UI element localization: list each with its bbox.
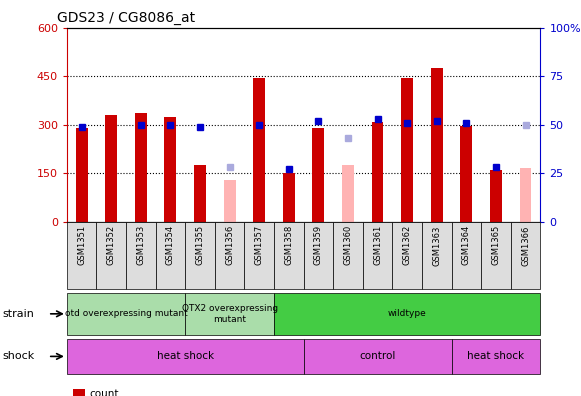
Text: GSM1361: GSM1361 — [373, 225, 382, 265]
Bar — [303, 339, 451, 374]
Text: GSM1358: GSM1358 — [284, 225, 293, 265]
Bar — [274, 222, 304, 289]
Bar — [392, 222, 422, 289]
Text: GDS23 / CG8086_at: GDS23 / CG8086_at — [58, 11, 195, 25]
Text: GSM1366: GSM1366 — [521, 225, 530, 265]
Bar — [303, 222, 333, 289]
Text: GSM1365: GSM1365 — [492, 225, 500, 265]
Text: GSM1354: GSM1354 — [166, 225, 175, 265]
Text: heat shock: heat shock — [157, 351, 214, 362]
Bar — [105, 115, 117, 222]
Bar — [96, 222, 126, 289]
Text: GSM1353: GSM1353 — [137, 225, 145, 265]
Text: GSM1355: GSM1355 — [195, 225, 205, 265]
Text: GSM1362: GSM1362 — [403, 225, 412, 265]
Bar — [422, 222, 451, 289]
Bar — [342, 165, 354, 222]
Bar — [185, 293, 274, 335]
Bar — [511, 222, 540, 289]
Text: GSM1364: GSM1364 — [462, 225, 471, 265]
Text: strain: strain — [3, 309, 35, 319]
Bar — [215, 222, 245, 289]
Bar — [451, 222, 481, 289]
Text: otd overexpressing mutant: otd overexpressing mutant — [64, 309, 188, 318]
Bar — [126, 222, 156, 289]
Bar — [194, 165, 206, 222]
Text: control: control — [360, 351, 396, 362]
Text: GSM1360: GSM1360 — [343, 225, 353, 265]
Bar — [67, 339, 303, 374]
Bar — [363, 222, 392, 289]
Text: OTX2 overexpressing
mutant: OTX2 overexpressing mutant — [181, 304, 278, 324]
Bar — [372, 122, 383, 222]
Bar — [274, 293, 540, 335]
Bar — [313, 128, 324, 222]
Text: GSM1352: GSM1352 — [107, 225, 116, 265]
Bar — [519, 168, 532, 222]
Bar — [185, 222, 215, 289]
Text: GSM1356: GSM1356 — [225, 225, 234, 265]
Text: GSM1351: GSM1351 — [77, 225, 86, 265]
Bar — [451, 339, 540, 374]
Bar — [164, 117, 176, 222]
Text: GSM1357: GSM1357 — [254, 225, 264, 265]
Bar — [460, 126, 472, 222]
Bar — [490, 170, 502, 222]
Bar — [283, 173, 295, 222]
Text: GSM1363: GSM1363 — [432, 225, 441, 265]
Text: wildtype: wildtype — [388, 309, 426, 318]
Bar — [76, 128, 88, 222]
Bar — [253, 78, 265, 222]
Bar — [67, 222, 96, 289]
Bar — [135, 113, 147, 222]
Text: heat shock: heat shock — [467, 351, 525, 362]
Text: count: count — [89, 389, 119, 396]
Bar — [333, 222, 363, 289]
Bar — [401, 78, 413, 222]
Text: GSM1359: GSM1359 — [314, 225, 323, 265]
Bar — [156, 222, 185, 289]
Bar — [67, 293, 185, 335]
Bar — [245, 222, 274, 289]
Text: shock: shock — [3, 351, 35, 362]
Bar — [431, 68, 443, 222]
Bar — [481, 222, 511, 289]
Bar — [224, 180, 235, 222]
